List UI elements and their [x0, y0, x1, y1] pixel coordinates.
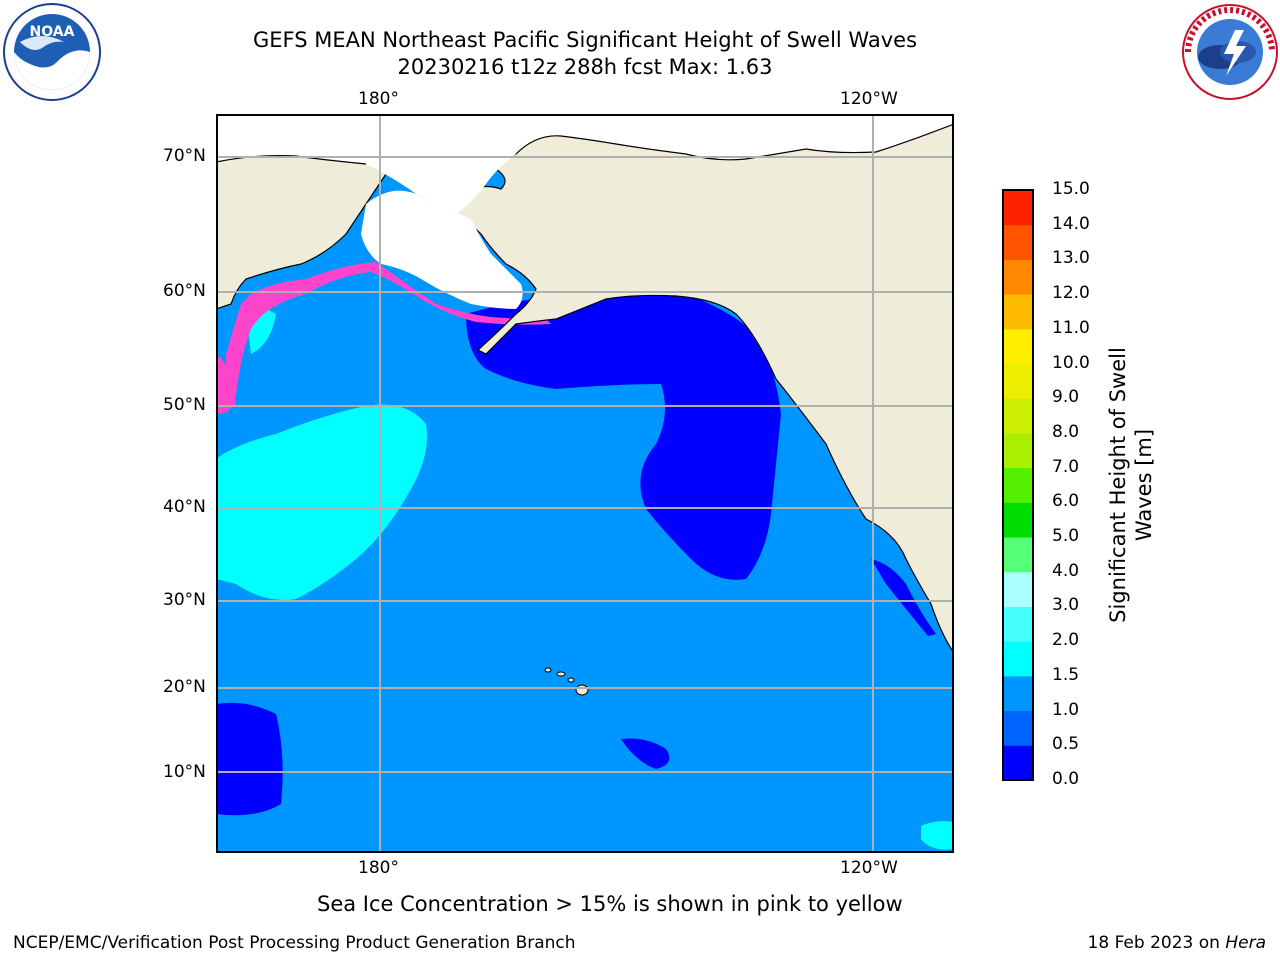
colorbar-swatch — [1003, 398, 1033, 434]
colorbar-swatch — [1003, 537, 1033, 573]
sea-ice-west — [216, 354, 236, 414]
colorbar-tick-label: 13.0 — [1052, 248, 1090, 269]
footer-date: 18 Feb 2023 on Hera — [1088, 933, 1266, 953]
colorbar-swatch — [1003, 710, 1033, 746]
arctic-ocean-white — [216, 114, 954, 214]
colorbar-tick-label: 6.0 — [1052, 491, 1080, 512]
colorbar-tick-label: 14.0 — [1052, 213, 1090, 234]
colorbar-swatch — [1003, 571, 1033, 607]
colorbar-tick-label: 3.0 — [1052, 595, 1080, 616]
colorbar-swatch — [1003, 641, 1033, 677]
chart-title: GEFS MEAN Northeast Pacific Significant … — [252, 28, 918, 52]
map-panel — [216, 114, 954, 853]
lat-tick-20n: 20°N — [163, 677, 206, 697]
colorbar-tick-label: 7.0 — [1052, 456, 1080, 477]
top-tick-120w: 120°W — [840, 89, 898, 109]
colorbar-title-line2: Waves [m] — [1132, 428, 1156, 542]
sea-ice-caption: Sea Ice Concentration > 15% is shown in … — [317, 892, 903, 916]
colorbar-swatch — [1003, 294, 1033, 330]
colorbar-tick-label: 5.0 — [1052, 526, 1080, 547]
chart-subtitle: 20230216 t12z 288h fcst Max: 1.63 — [397, 55, 773, 79]
colorbar-swatch — [1003, 675, 1033, 712]
svg-text:NOAA: NOAA — [30, 24, 75, 40]
colorbar-tick-label: 2.0 — [1052, 630, 1080, 651]
colorbar-tick-label: 1.5 — [1052, 664, 1080, 685]
graticule — [216, 114, 954, 853]
lat-tick-50n: 50°N — [163, 395, 206, 415]
bottom-tick-120w: 120°W — [840, 858, 898, 878]
colorbar-tick-label: 0.0 — [1052, 769, 1080, 789]
colorbar-tick-label: 0.5 — [1052, 734, 1080, 755]
colorbar-swatch — [1003, 224, 1033, 260]
colorbar-border — [1002, 189, 1034, 781]
colorbar-tick-label: 11.0 — [1052, 317, 1090, 338]
bering-ice-area — [361, 190, 523, 309]
colorbar-labels: 0.0 0.5 1.0 1.5 2.0 3.0 4.0 5.0 6.0 7.0 8.0 9.0 10.0… — [1052, 0, 1112, 960]
swell-cyan-region — [216, 404, 427, 600]
colorbar-swatch — [1003, 467, 1033, 503]
colorbar-tick-label: 4.0 — [1052, 560, 1080, 581]
lat-tick-40n: 40°N — [163, 497, 206, 517]
swell-cyan-patch-se — [921, 821, 954, 850]
footer-credit: NCEP/EMC/Verification Post Processing Pr… — [13, 933, 576, 953]
colorbar-swatch — [1003, 502, 1033, 538]
colorbar-tick-label: 15.0 — [1052, 179, 1090, 199]
colorbar-tick-label: 12.0 — [1052, 283, 1090, 304]
colorbar-swatch — [1003, 606, 1033, 642]
colorbar-swatch — [1003, 363, 1033, 399]
bottom-tick-180: 180° — [358, 858, 399, 878]
lat-tick-60n: 60°N — [163, 281, 206, 301]
lat-tick-70n: 70°N — [163, 146, 206, 166]
colorbar-title-line1: Significant Height of Swell — [1106, 347, 1130, 623]
colorbar-swatch — [1003, 432, 1033, 469]
colorbar-swatch — [1003, 259, 1033, 295]
swell-low-southwest — [216, 702, 283, 816]
colorbar-tick-label: 9.0 — [1052, 387, 1080, 408]
footer-host: Hera — [1225, 933, 1266, 953]
top-tick-180: 180° — [358, 89, 399, 109]
lat-tick-30n: 30°N — [163, 590, 206, 610]
footer-date-text: 18 Feb 2023 on — [1087, 933, 1226, 953]
swell-low-patch — [621, 738, 670, 769]
colorbar-swatch — [1003, 190, 1033, 226]
colorbar-swatch — [1003, 328, 1033, 365]
national-weather-service-logo — [1182, 4, 1278, 100]
colorbar — [1002, 189, 1034, 781]
swell-low-coast — [871, 559, 936, 636]
colorbar-swatch — [1003, 745, 1033, 781]
lat-tick-10n: 10°N — [163, 762, 206, 782]
noaa-logo: NOAA — [3, 3, 101, 101]
colorbar-tick-label: 10.0 — [1052, 352, 1090, 373]
colorbar-tick-label: 1.0 — [1052, 699, 1080, 720]
colorbar-tick-label: 8.0 — [1052, 421, 1080, 442]
